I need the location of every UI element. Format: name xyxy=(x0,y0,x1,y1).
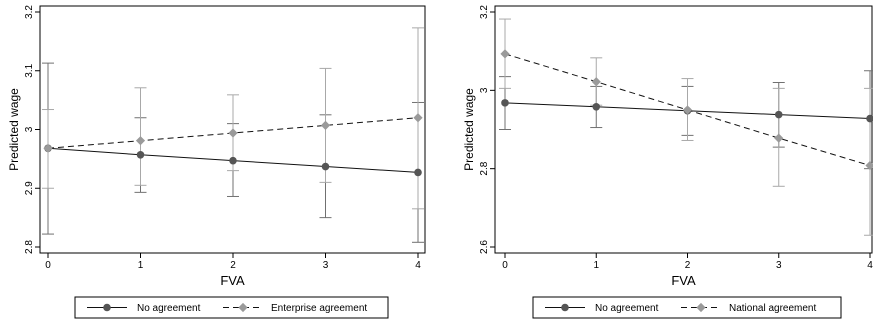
y-tick-label: 2.9 xyxy=(24,181,35,195)
series-point-diamond xyxy=(865,160,873,171)
x-axis-title: FVA xyxy=(220,273,245,288)
legend-marker-diamond xyxy=(238,302,248,313)
legend-label: National agreement xyxy=(729,303,816,314)
series-point-circle xyxy=(774,110,783,119)
y-tick-label: 2.8 xyxy=(24,240,35,254)
series-point-diamond xyxy=(591,77,601,87)
legend-label: No agreement xyxy=(137,303,201,314)
series-point-diamond xyxy=(682,105,693,115)
legend-marker-circle xyxy=(103,303,111,312)
y-tick-label: 3.2 xyxy=(479,5,490,19)
legend-label: No agreement xyxy=(595,303,659,314)
x-tick-label: 4 xyxy=(415,260,421,271)
y-tick-label: 2.8 xyxy=(479,161,490,175)
x-tick-label: 1 xyxy=(593,260,599,271)
y-axis-title: Predicted wage xyxy=(462,88,476,171)
legend-marker-diamond xyxy=(696,302,706,313)
series-point-diamond xyxy=(413,113,423,123)
x-tick-label: 1 xyxy=(138,260,144,271)
x-tick-label: 4 xyxy=(867,260,873,271)
y-tick-label: 3.1 xyxy=(24,63,35,77)
series-point-circle xyxy=(414,168,422,177)
series-point-circle xyxy=(321,162,330,171)
series-point-diamond xyxy=(135,136,146,146)
series-point-circle xyxy=(592,102,601,111)
x-tick-label: 3 xyxy=(776,260,782,271)
series-point-diamond xyxy=(43,143,53,153)
series-point-diamond xyxy=(228,128,238,138)
series-point-diamond xyxy=(500,49,510,59)
legend-box xyxy=(74,296,389,319)
series-point-circle xyxy=(866,114,873,123)
x-tick-label: 2 xyxy=(685,260,691,271)
y-tick-label: 3 xyxy=(24,126,35,132)
series-point-circle xyxy=(501,99,509,107)
x-tick-label: 3 xyxy=(323,260,329,271)
legend-label: Enterprise agreement xyxy=(271,303,367,314)
x-tick-label: 2 xyxy=(230,260,236,271)
series-point-diamond xyxy=(774,133,784,143)
x-tick-label: 0 xyxy=(502,260,508,271)
y-tick-label: 2.6 xyxy=(479,240,490,254)
legend-marker-circle xyxy=(561,303,569,312)
x-tick-label: 0 xyxy=(45,260,51,271)
plot-frame xyxy=(494,5,873,254)
x-axis-title: FVA xyxy=(671,273,696,288)
y-tick-label: 3 xyxy=(479,87,490,93)
y-axis-title: Predicted wage xyxy=(7,88,21,171)
series-point-circle xyxy=(229,156,237,165)
y-tick-label: 3.2 xyxy=(24,5,35,19)
series-point-circle xyxy=(136,150,145,159)
series-point-diamond xyxy=(320,120,331,130)
